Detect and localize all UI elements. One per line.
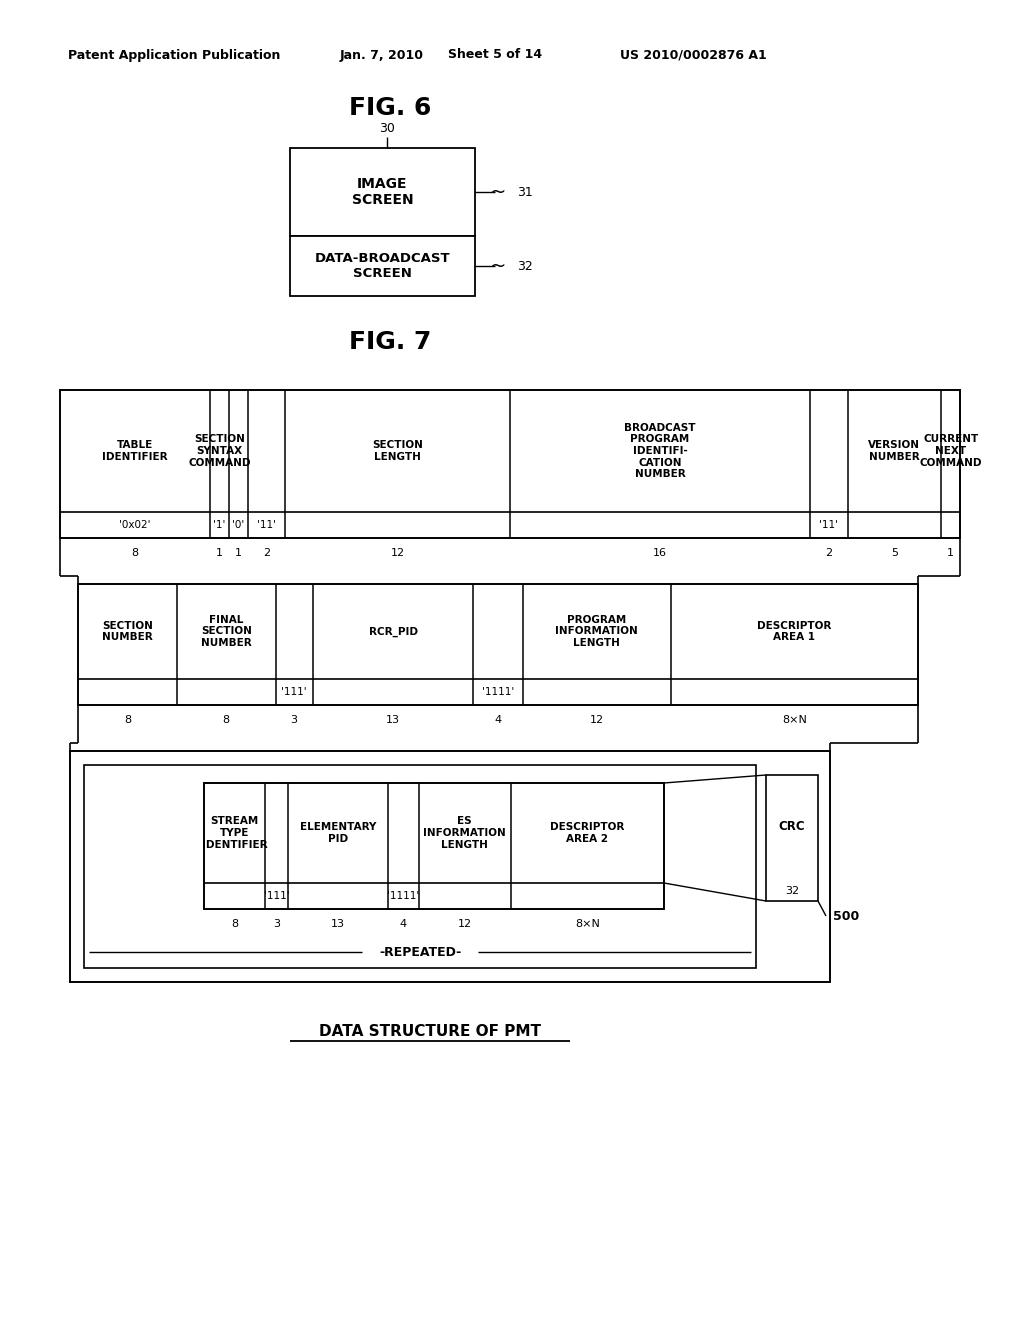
- Text: RCR_PID: RCR_PID: [369, 627, 418, 636]
- Text: DESCRIPTOR
AREA 1: DESCRIPTOR AREA 1: [758, 620, 831, 643]
- Text: 1: 1: [234, 548, 242, 558]
- Bar: [78, 583, 918, 705]
- Text: 5: 5: [891, 548, 898, 558]
- Text: '1111': '1111': [482, 686, 514, 697]
- Text: DATA STRUCTURE OF PMT: DATA STRUCTURE OF PMT: [319, 1024, 541, 1040]
- Text: 2: 2: [263, 548, 269, 558]
- Bar: [204, 783, 664, 909]
- Text: '111': '111': [282, 686, 307, 697]
- Text: 8: 8: [231, 919, 239, 929]
- Text: 1: 1: [947, 548, 954, 558]
- Text: ~: ~: [489, 256, 506, 276]
- Bar: [84, 766, 756, 968]
- Text: DESCRIPTOR
AREA 2: DESCRIPTOR AREA 2: [550, 822, 625, 843]
- Text: '0': '0': [232, 520, 245, 531]
- Text: BROADCAST
PROGRAM
IDENTIFI-
CATION
NUMBER: BROADCAST PROGRAM IDENTIFI- CATION NUMBE…: [625, 422, 695, 479]
- Text: 12: 12: [390, 548, 404, 558]
- Text: Sheet 5 of 14: Sheet 5 of 14: [449, 49, 542, 62]
- Text: 3: 3: [291, 715, 298, 725]
- Text: IMAGE
SCREEN: IMAGE SCREEN: [351, 177, 414, 207]
- Text: 30: 30: [379, 121, 395, 135]
- Text: 16: 16: [653, 548, 667, 558]
- Bar: [60, 389, 961, 539]
- Text: 12: 12: [590, 715, 604, 725]
- Text: FINAL
SECTION
NUMBER: FINAL SECTION NUMBER: [201, 615, 252, 648]
- Text: CURRENT
NEXT
COMMAND: CURRENT NEXT COMMAND: [920, 434, 982, 467]
- Bar: [290, 148, 475, 236]
- Text: ELEMENTARY
PID: ELEMENTARY PID: [300, 822, 377, 843]
- Text: '11': '11': [257, 520, 275, 531]
- Text: '1': '1': [213, 520, 225, 531]
- Text: 1: 1: [216, 548, 223, 558]
- Text: VERSION
NUMBER: VERSION NUMBER: [868, 440, 921, 462]
- Text: 3: 3: [273, 919, 281, 929]
- Text: Patent Application Publication: Patent Application Publication: [68, 49, 281, 62]
- Text: DATA-BROADCAST
SCREEN: DATA-BROADCAST SCREEN: [314, 252, 451, 280]
- Bar: [70, 751, 830, 982]
- Text: '111': '111': [264, 891, 290, 902]
- Text: '1111': '1111': [387, 891, 420, 902]
- Text: 13: 13: [386, 715, 400, 725]
- Text: 4: 4: [495, 715, 502, 725]
- Text: ES
INFORMATION
LENGTH: ES INFORMATION LENGTH: [423, 816, 506, 850]
- Text: 32: 32: [785, 886, 799, 896]
- Text: 8: 8: [222, 715, 229, 725]
- Text: TABLE
IDENTIFIER: TABLE IDENTIFIER: [102, 440, 168, 462]
- Text: -REPEATED-: -REPEATED-: [379, 945, 461, 958]
- Text: US 2010/0002876 A1: US 2010/0002876 A1: [620, 49, 767, 62]
- Text: 2: 2: [825, 548, 833, 558]
- Text: ~: ~: [489, 182, 506, 202]
- Text: 13: 13: [331, 919, 345, 929]
- Text: Jan. 7, 2010: Jan. 7, 2010: [340, 49, 424, 62]
- Text: 8×N: 8×N: [782, 715, 807, 725]
- Text: 8×N: 8×N: [574, 919, 600, 929]
- Bar: [290, 236, 475, 296]
- Text: SECTION
LENGTH: SECTION LENGTH: [372, 440, 423, 462]
- Text: PROGRAM
INFORMATION
LENGTH: PROGRAM INFORMATION LENGTH: [555, 615, 638, 648]
- Text: SECTION
NUMBER: SECTION NUMBER: [102, 620, 153, 643]
- Text: FIG. 7: FIG. 7: [349, 330, 431, 354]
- Text: 32: 32: [517, 260, 532, 272]
- Text: '11': '11': [819, 520, 839, 531]
- Text: 500: 500: [833, 909, 859, 923]
- Text: 8: 8: [124, 715, 131, 725]
- Bar: [766, 775, 818, 902]
- Text: STREAM
TYPE
IDENTIFIER: STREAM TYPE IDENTIFIER: [202, 816, 267, 850]
- Text: 4: 4: [399, 919, 407, 929]
- Text: CRC: CRC: [778, 820, 805, 833]
- Text: '0x02': '0x02': [119, 520, 151, 531]
- Text: 8: 8: [131, 548, 138, 558]
- Text: FIG. 6: FIG. 6: [349, 96, 431, 120]
- Text: 31: 31: [517, 186, 532, 198]
- Text: 12: 12: [458, 919, 472, 929]
- Text: SECTION
SYNTAX
COMMAND: SECTION SYNTAX COMMAND: [188, 434, 251, 467]
